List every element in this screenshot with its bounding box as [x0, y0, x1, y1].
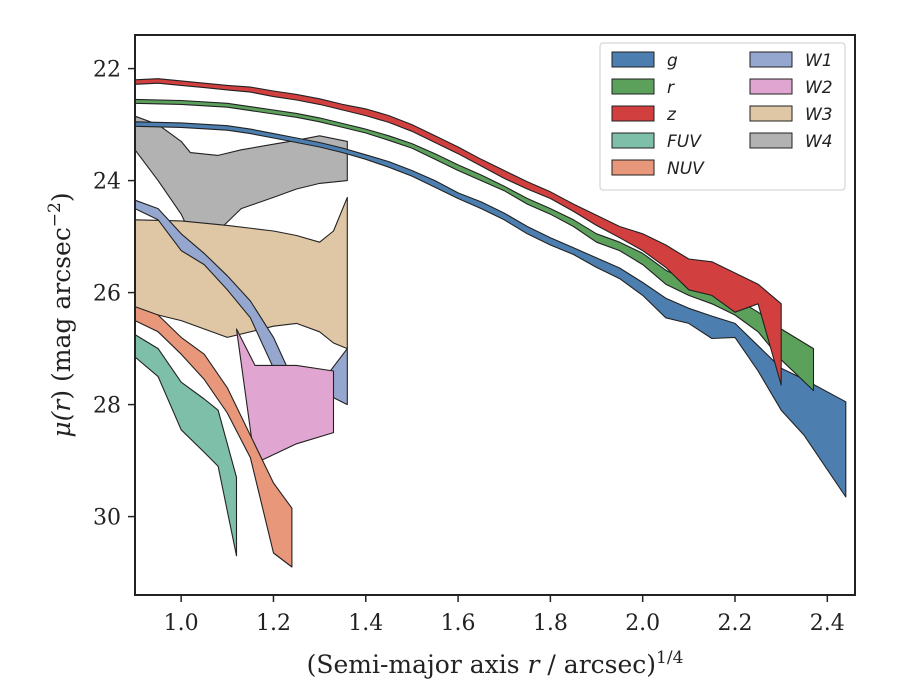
- x-tick-label: 1.2: [256, 611, 291, 636]
- y-tick-label: 26: [93, 282, 121, 307]
- legend-swatch-w3: [749, 105, 793, 122]
- y-tick-label: 22: [93, 58, 121, 83]
- x-tick-label: 1.6: [441, 611, 476, 636]
- y-axis-ticks: 22 24 26 28 30: [93, 58, 135, 531]
- legend-label-g: g: [667, 51, 678, 71]
- legend-label-w2: W2: [805, 78, 833, 98]
- y-tick-label: 24: [93, 170, 121, 195]
- legend-label-w1: W1: [805, 51, 833, 71]
- legend-swatch-w1: [749, 51, 793, 68]
- y-axis-label-sup: −2: [45, 202, 65, 227]
- legend-swatch-g: [611, 51, 655, 68]
- y-axis-label-unit: ) (mag arcsec: [47, 227, 76, 400]
- band-w4: [134, 115, 348, 235]
- y-tick-label: 28: [93, 394, 121, 419]
- y-axis-label-mu: μ(: [47, 410, 76, 437]
- x-axis-ticks: 1.0 1.2 1.4 1.6 1.8 2.0 2.2 2.4: [164, 595, 845, 636]
- band-z: [134, 78, 782, 386]
- x-tick-label: 1.4: [348, 611, 383, 636]
- legend-swatch-r: [611, 78, 655, 95]
- x-tick-label: 2.2: [718, 611, 753, 636]
- plot-frame: [134, 34, 856, 596]
- legend-label-w4: W4: [805, 132, 833, 152]
- legend-swatch-w4: [749, 132, 793, 149]
- band-w1: [134, 199, 348, 406]
- x-axis-label-main: (Semi-major axis: [307, 650, 528, 679]
- legend-label-fuv: FUV: [667, 132, 702, 152]
- band-r: [134, 98, 815, 392]
- band-nuv: [134, 306, 293, 568]
- x-tick-label: 2.0: [625, 611, 660, 636]
- series-bands: [134, 78, 847, 568]
- legend-swatch-z: [611, 105, 655, 122]
- legend-label-r: r: [667, 78, 675, 98]
- legend-swatch-fuv: [611, 132, 655, 149]
- x-axis-label-tail: / arcsec): [539, 650, 656, 679]
- legend-label-nuv: NUV: [667, 159, 705, 179]
- legend-swatch-w2: [749, 78, 793, 95]
- y-axis-label-close: ): [47, 192, 76, 202]
- x-tick-label: 1.0: [164, 611, 199, 636]
- legend: grz FUV NUV W1 W2 W3 W4: [599, 42, 846, 191]
- legend-label-w3: W3: [805, 105, 833, 125]
- x-axis-label: (Semi-major axis r / arcsec)1/4: [307, 648, 684, 679]
- y-tick-label: 30: [93, 506, 121, 531]
- x-axis-label-var: r: [528, 650, 542, 679]
- y-axis-label-var: r: [47, 398, 76, 412]
- legend-label-z: z: [666, 105, 677, 125]
- x-tick-label: 1.8: [533, 611, 568, 636]
- x-tick-label: 2.4: [810, 611, 845, 636]
- y-axis-label: μ(r) (mag arcsec−2): [45, 192, 76, 437]
- band-g: [134, 121, 847, 498]
- band-fuv: [134, 334, 238, 557]
- x-axis-label-sup: 1/4: [656, 648, 683, 668]
- legend-swatch-nuv: [611, 159, 655, 176]
